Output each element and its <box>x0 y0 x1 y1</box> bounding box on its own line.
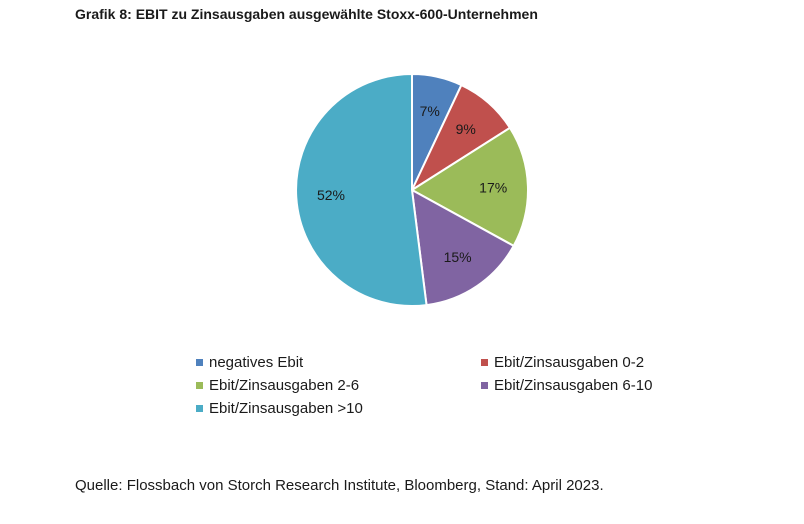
legend-item: negatives Ebit <box>196 352 481 373</box>
legend-label: Ebit/Zinsausgaben >10 <box>209 400 363 417</box>
legend-label: Ebit/Zinsausgaben 0-2 <box>494 354 645 371</box>
legend-item: Ebit/Zinsausgaben >10 <box>196 398 481 419</box>
slice-data-label: 17% <box>479 179 507 195</box>
legend-label: Ebit/Zinsausgaben 2-6 <box>209 377 360 394</box>
legend-label: Ebit/Zinsausgaben 6-10 <box>494 377 653 394</box>
slice-data-label: 52% <box>317 187 345 203</box>
legend-label: negatives Ebit <box>209 354 304 371</box>
legend-swatch <box>481 382 488 389</box>
chart-title: Grafik 8: EBIT zu Zinsausgaben ausgewähl… <box>75 6 538 22</box>
legend-swatch <box>481 359 488 366</box>
source-note: Quelle: Flossbach von Storch Research In… <box>75 477 604 494</box>
pie-slice <box>295 72 428 307</box>
slice-data-label: 15% <box>444 249 472 265</box>
pie-slice <box>410 188 516 307</box>
legend-item: Ebit/Zinsausgaben 6-10 <box>481 375 716 396</box>
legend-item: Ebit/Zinsausgaben 0-2 <box>481 352 716 373</box>
chart-legend: negatives Ebit Ebit/Zinsausgaben 0-2 Ebit/… <box>196 352 716 419</box>
slice-data-label: 7% <box>420 103 440 119</box>
legend-swatch <box>196 405 203 412</box>
pie-slice <box>410 126 529 248</box>
legend-item: Ebit/Zinsausgaben 2-6 <box>196 375 481 396</box>
slice-data-label: 9% <box>456 121 476 137</box>
legend-swatch <box>196 359 203 366</box>
legend-swatch <box>196 382 203 389</box>
